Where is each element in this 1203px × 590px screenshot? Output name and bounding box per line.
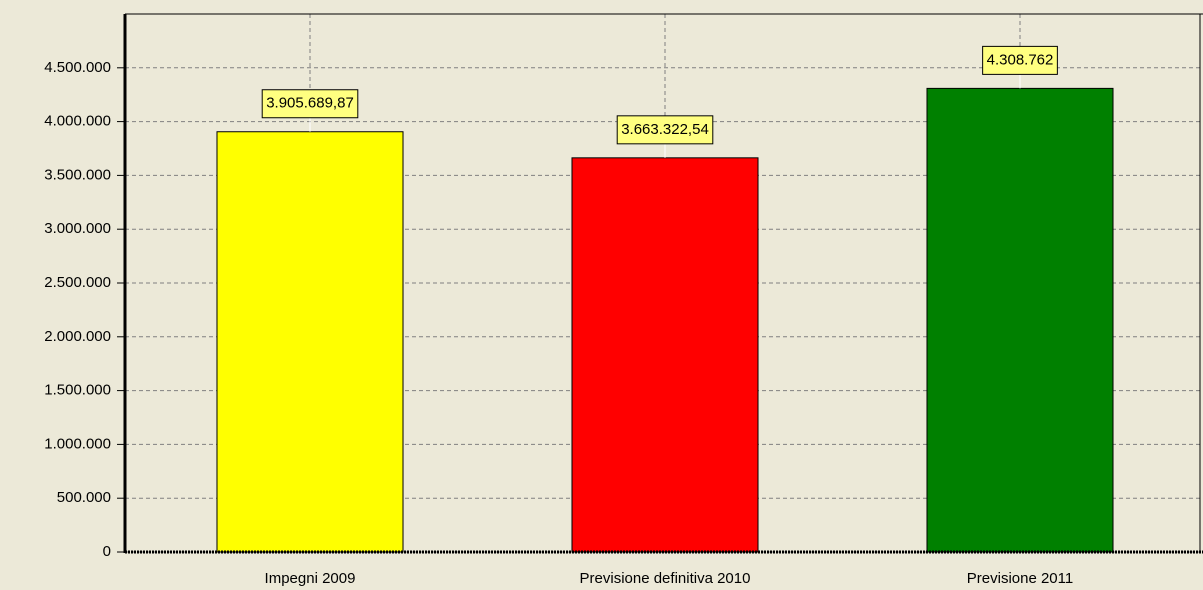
- value-label-box: [982, 45, 1058, 75]
- y-tick-label: 3.000.000: [44, 220, 111, 237]
- value-label-box: [616, 115, 714, 145]
- x-tick-label: Previsione 2011: [967, 570, 1073, 587]
- y-tick-label: 4.500.000: [44, 59, 111, 76]
- bar: [926, 87, 1114, 553]
- y-tick-label: 1.500.000: [44, 382, 111, 399]
- x-tick-label: Impegni 2009: [265, 570, 356, 587]
- y-tick-label: 4.000.000: [44, 113, 111, 130]
- value-label: 4.308.762: [987, 51, 1054, 68]
- value-label-box: [261, 89, 359, 119]
- y-tick-label: 1.000.000: [44, 435, 111, 452]
- y-tick-label: 2.000.000: [44, 328, 111, 345]
- y-tick-label: 2.500.000: [44, 274, 111, 291]
- value-label: 3.663.322,54: [621, 121, 709, 138]
- y-tick-label: 500.000: [57, 489, 111, 506]
- x-tick-label: Previsione definitiva 2010: [580, 570, 751, 587]
- y-tick-label: 0: [103, 543, 111, 560]
- bar: [216, 131, 404, 553]
- bar: [571, 157, 759, 553]
- value-label: 3.905.689,87: [266, 95, 354, 112]
- y-tick-label: 3.500.000: [44, 166, 111, 183]
